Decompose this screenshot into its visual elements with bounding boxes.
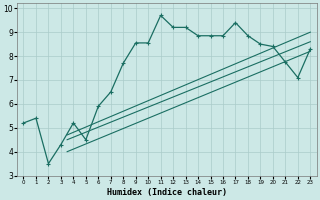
- X-axis label: Humidex (Indice chaleur): Humidex (Indice chaleur): [107, 188, 227, 197]
